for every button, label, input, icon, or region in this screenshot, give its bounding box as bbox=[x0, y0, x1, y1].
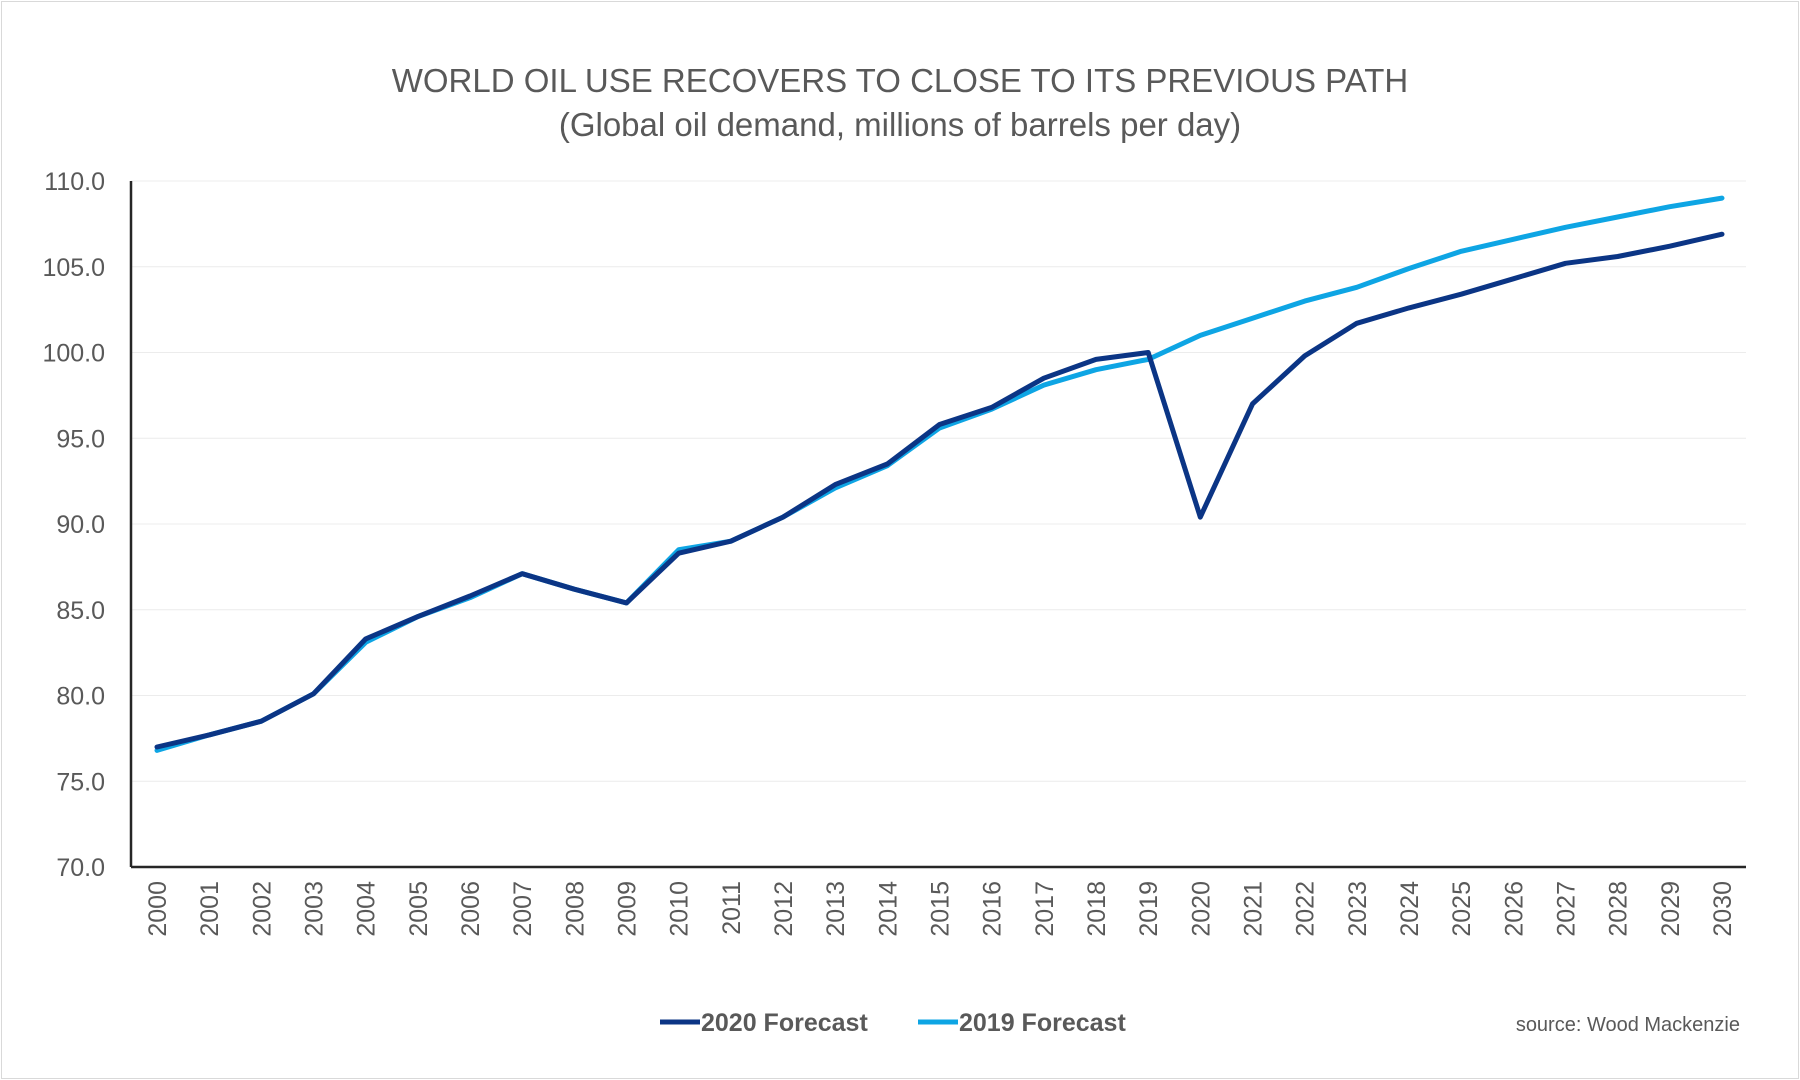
y-tick-label: 80.0 bbox=[56, 683, 105, 711]
x-tick-label: 2005 bbox=[405, 881, 433, 937]
x-tick-label: 2017 bbox=[1031, 881, 1059, 937]
y-tick-label: 100.0 bbox=[42, 340, 105, 368]
x-tick-label: 2029 bbox=[1657, 881, 1685, 937]
legend-label: 2020 Forecast bbox=[701, 1009, 868, 1037]
x-tick-label: 2020 bbox=[1187, 881, 1215, 937]
y-tick-label: 90.0 bbox=[56, 511, 105, 539]
x-tick-label: 2006 bbox=[457, 881, 485, 937]
x-tick-label: 2019 bbox=[1135, 881, 1163, 937]
y-tick-label: 95.0 bbox=[56, 425, 105, 453]
x-tick-label: 2004 bbox=[353, 881, 381, 937]
legend-label: 2019 Forecast bbox=[959, 1009, 1126, 1037]
y-tick-label: 110.0 bbox=[44, 168, 105, 196]
x-tick-label: 2024 bbox=[1396, 881, 1424, 937]
x-tick-label: 2014 bbox=[874, 881, 902, 937]
x-tick-label: 2015 bbox=[927, 881, 955, 937]
x-tick-label: 2030 bbox=[1709, 881, 1737, 937]
x-tick-label: 2011 bbox=[718, 881, 746, 935]
x-tick-label: 2002 bbox=[248, 881, 276, 937]
chart-subtitle: (Global oil demand, millions of barrels … bbox=[559, 106, 1241, 143]
x-tick-label: 2010 bbox=[666, 881, 694, 937]
x-tick-label: 2012 bbox=[770, 881, 798, 937]
x-tick-label: 2007 bbox=[509, 881, 537, 937]
x-tick-label: 2008 bbox=[561, 881, 589, 937]
y-tick-label: 105.0 bbox=[42, 254, 105, 282]
legend-item: 2020 Forecast bbox=[660, 1009, 868, 1037]
x-tick-label: 2026 bbox=[1500, 881, 1528, 937]
series-line-2019-forecast bbox=[154, 195, 1725, 753]
x-tick-label: 2003 bbox=[301, 881, 329, 937]
x-tick-label: 2016 bbox=[979, 881, 1007, 937]
y-tick-label: 75.0 bbox=[56, 768, 105, 796]
x-tick-label: 2009 bbox=[614, 881, 642, 937]
x-tick-label: 2023 bbox=[1344, 881, 1372, 937]
y-tick-label: 85.0 bbox=[56, 597, 105, 625]
x-tick-label: 2025 bbox=[1448, 881, 1476, 937]
x-tick-label: 2022 bbox=[1292, 881, 1320, 937]
x-tick-label: 2021 bbox=[1240, 881, 1268, 937]
series-line-2020-forecast bbox=[154, 231, 1725, 750]
x-tick-label: 2001 bbox=[196, 881, 224, 937]
x-tick-label: 2027 bbox=[1553, 881, 1581, 937]
chart-title: WORLD OIL USE RECOVERS TO CLOSE TO ITS P… bbox=[392, 62, 1409, 99]
x-tick-label: 2028 bbox=[1605, 881, 1633, 937]
x-tick-label: 2000 bbox=[144, 881, 172, 937]
x-tick-label: 2013 bbox=[822, 881, 850, 937]
y-tick-label: 70.0 bbox=[56, 854, 105, 882]
x-tick-label: 2018 bbox=[1083, 881, 1111, 937]
source-note: source: Wood Mackenzie bbox=[1516, 1014, 1740, 1036]
legend-item: 2019 Forecast bbox=[918, 1009, 1126, 1037]
